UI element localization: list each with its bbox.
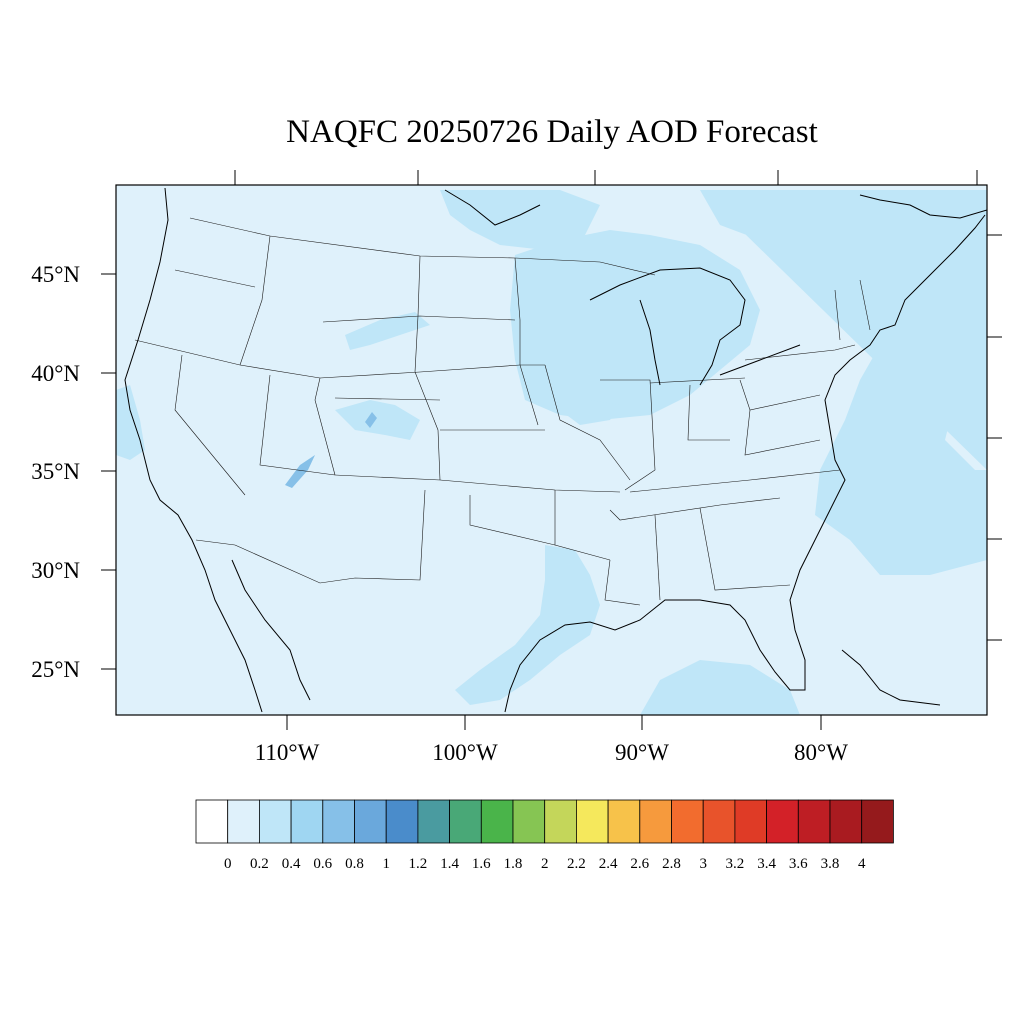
colorbar-tick-label: 0.2 <box>250 856 269 872</box>
colorbar-swatch <box>417 799 450 844</box>
lat-label-45n: 45°N <box>31 262 80 287</box>
aod-plume-pacific <box>116 385 145 460</box>
colorbar-tick-label: 2.8 <box>662 856 681 872</box>
colorbar-swatch <box>861 799 894 844</box>
aod-plume-colorado <box>335 400 420 440</box>
colorbar-swatch <box>258 799 292 844</box>
aod-plume-southern-gulf <box>640 660 800 715</box>
colorbar-swatch <box>322 799 355 844</box>
colorbar-swatch <box>671 799 704 844</box>
lon-label-110w: 110°W <box>255 740 320 765</box>
colorbar-tick-label: 2.4 <box>599 856 618 872</box>
lon-label-80w: 80°W <box>794 740 848 765</box>
colorbar-swatch <box>449 799 482 844</box>
colorbar-tick-label: 3.4 <box>757 856 776 872</box>
colorbar: 0 0.2 0.4 0.6 0.8 1 1.2 1.4 1.6 1.8 2 2.2 2.4 2.6 2.8 3… <box>195 799 894 872</box>
colorbar-tick-label: 2 <box>541 856 549 872</box>
colorbar-tick-label: 1.4 <box>440 856 459 872</box>
colorbar-tick-label: 3.6 <box>789 856 808 872</box>
colorbar-tick-label: 2.6 <box>630 856 649 872</box>
colorbar-tick-label: 0.8 <box>345 856 364 872</box>
colorbar-swatch <box>734 799 768 844</box>
aod-plume-gulf <box>455 545 600 705</box>
colorbar-swatch <box>607 799 641 844</box>
colorbar-tick-label: 0.4 <box>282 856 301 872</box>
colorbar-swatch <box>797 799 831 844</box>
colorbar-tick-label: 0 <box>224 856 232 872</box>
colorbar-tick-label: 3.2 <box>726 856 745 872</box>
top-ticks <box>234 170 978 185</box>
aod-plume-mid-mississippi <box>560 400 620 425</box>
aod-plume-atlantic <box>700 190 987 575</box>
colorbar-swatch <box>544 799 577 844</box>
right-ticks <box>987 234 1002 641</box>
colorbar-tick-label: 1.8 <box>504 856 523 872</box>
colorbar-swatch <box>576 799 609 844</box>
aod-plume-wyoming <box>345 312 430 350</box>
colorbar-tick-label: 1.6 <box>472 856 491 872</box>
aod-plume-arizona <box>285 455 315 488</box>
lon-label-100w: 100°W <box>432 740 498 765</box>
colorbar-tick-label: 3 <box>699 856 707 872</box>
colorbar-swatch <box>354 799 387 844</box>
colorbar-swatch <box>227 799 260 844</box>
lat-label-30n: 30°N <box>31 558 80 583</box>
colorbar-tick-label: 1.2 <box>409 856 428 872</box>
lat-label-35n: 35°N <box>31 459 80 484</box>
aod-plume-northern-plains <box>440 190 600 250</box>
lat-label-40n: 40°N <box>31 361 80 386</box>
colorbar-swatch <box>385 799 419 844</box>
map-panel: 45°N 40°N 35°N 30°N 25°N 110°W 100°W 90°… <box>31 170 1002 765</box>
colorbar-tick-label: 3.8 <box>821 856 840 872</box>
left-ticks <box>101 273 116 670</box>
aod-contour-fill <box>116 190 987 715</box>
map-frame <box>115 184 988 716</box>
lat-label-25n: 25°N <box>31 657 80 682</box>
colorbar-tick-label: 0.6 <box>313 856 332 872</box>
colorbar-swatch <box>512 799 546 844</box>
colorbar-swatch <box>829 799 863 844</box>
colorbar-swatch <box>195 799 229 844</box>
state-boundaries <box>134 217 871 606</box>
map-title: NAQFC 20250726 Daily AOD Forecast <box>286 114 818 150</box>
colorbar-tick-label: 4 <box>858 856 866 872</box>
colorbar-swatch <box>639 799 672 844</box>
colorbar-tick-label: 1 <box>382 856 390 872</box>
colorbar-tick-label: 2.2 <box>567 856 586 872</box>
aod-plume-colorado-core <box>365 412 377 428</box>
lon-label-90w: 90°W <box>615 740 669 765</box>
colorbar-swatch <box>480 799 514 844</box>
aod-plume-great-lakes <box>510 230 760 420</box>
bottom-ticks <box>286 715 822 730</box>
colorbar-swatch <box>290 799 324 844</box>
coastlines <box>124 187 987 713</box>
colorbar-swatch <box>766 799 799 844</box>
colorbar-swatch <box>702 799 736 844</box>
